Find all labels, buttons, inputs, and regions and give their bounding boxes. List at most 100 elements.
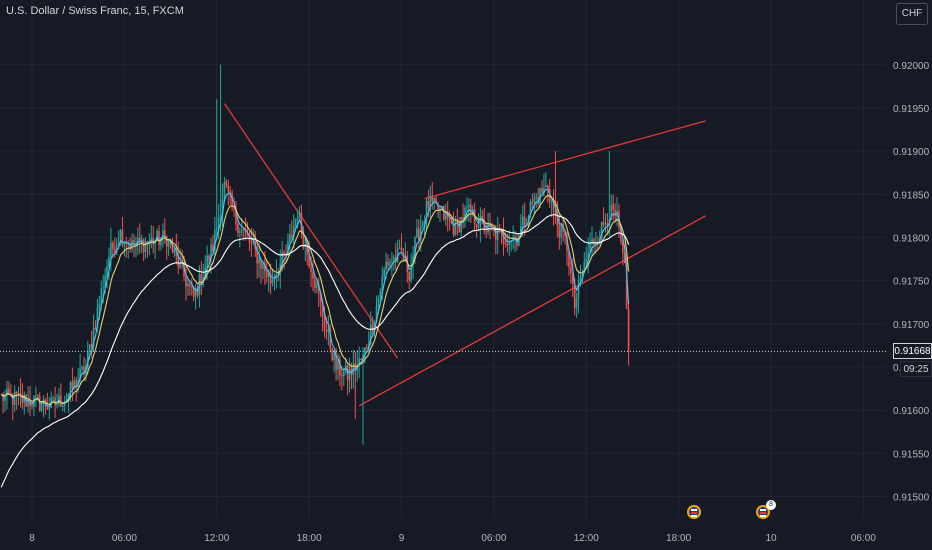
candle-body xyxy=(242,229,245,231)
candle-body xyxy=(265,271,268,278)
candle-body xyxy=(81,366,83,369)
candle-body xyxy=(246,232,249,237)
candle-body xyxy=(623,252,626,263)
time-tick-label: 06:00 xyxy=(112,533,137,544)
candle-body xyxy=(294,219,297,227)
candle-body xyxy=(331,348,334,361)
candle-body xyxy=(389,262,391,266)
candle-body xyxy=(271,279,274,284)
candle-body xyxy=(113,248,116,253)
candle-body xyxy=(394,257,397,262)
candle-body xyxy=(289,234,291,242)
candle-body xyxy=(264,263,266,272)
candle-body xyxy=(36,395,39,397)
time-tick-label: 10 xyxy=(765,533,777,544)
trendline xyxy=(358,215,706,407)
candle-body xyxy=(123,241,126,245)
candle-body xyxy=(308,254,310,267)
candle-body xyxy=(221,199,224,216)
candle-body xyxy=(550,201,553,203)
candle-body xyxy=(546,185,549,190)
candle-body xyxy=(137,237,139,245)
candle-body xyxy=(131,240,133,250)
candle-body xyxy=(521,216,524,227)
candle-body xyxy=(135,244,137,246)
candle-body xyxy=(248,236,251,244)
candle-body xyxy=(104,275,106,288)
candle-body xyxy=(262,263,264,269)
candle-body xyxy=(258,258,260,264)
candle-body xyxy=(63,401,66,406)
currency-button[interactable]: CHF xyxy=(896,3,928,25)
candle-body xyxy=(377,298,380,307)
candle-body xyxy=(571,273,574,284)
candle-body xyxy=(173,248,176,253)
candle-body xyxy=(358,358,360,365)
candle-body xyxy=(396,248,399,262)
candle-body xyxy=(325,329,328,332)
candle-body xyxy=(94,327,97,329)
candle-body xyxy=(460,217,462,233)
candle-body xyxy=(281,252,283,264)
moving-average-line xyxy=(0,194,630,406)
candle-body xyxy=(61,405,64,407)
bar-countdown: 09:25 xyxy=(900,361,932,378)
candle-body xyxy=(306,243,309,255)
candle-body xyxy=(167,239,170,247)
moving-average-line xyxy=(0,214,630,488)
time-tick-label: 06:00 xyxy=(481,533,506,544)
candle-body xyxy=(366,347,368,349)
symbol-title[interactable]: U.S. Dollar / Swiss Franc, 15, FXCM xyxy=(6,5,184,17)
candle-body xyxy=(98,303,101,308)
candle-body xyxy=(404,255,407,261)
candle-body xyxy=(300,212,303,232)
candle-body xyxy=(391,261,393,263)
candle-body xyxy=(156,230,158,241)
candle-body xyxy=(477,227,480,229)
candle-body xyxy=(110,242,112,257)
candle-body xyxy=(393,257,395,262)
candle-body xyxy=(302,231,305,247)
candle-body xyxy=(381,276,384,292)
time-axis-bg xyxy=(0,518,932,550)
us-event-flag-icon[interactable] xyxy=(687,505,701,519)
candle-body xyxy=(469,204,472,215)
candle-body xyxy=(556,214,559,226)
candle-body xyxy=(319,293,322,303)
candle-body xyxy=(79,368,81,381)
candle-body xyxy=(602,222,605,225)
candle-body xyxy=(502,232,505,243)
candle-body xyxy=(187,283,189,287)
moving-average-line xyxy=(0,188,630,408)
candle-body xyxy=(545,185,547,188)
candle-body xyxy=(227,185,230,192)
candle-body xyxy=(2,394,4,402)
candle-body xyxy=(337,359,339,370)
time-axis[interactable]: 8 06:00 12:00 18:00 9 06:00 12:00 18:00 10 06:00 xyxy=(0,518,932,550)
candle-body xyxy=(408,272,410,281)
candle-body xyxy=(504,242,507,244)
candle-body xyxy=(533,198,536,203)
candle-body xyxy=(217,217,220,228)
price-tick-label: 0.91850 xyxy=(893,190,930,201)
candle-body xyxy=(427,201,430,207)
candle-body xyxy=(379,291,382,299)
candle-body xyxy=(475,224,478,228)
candle-body xyxy=(523,216,526,227)
candle-body xyxy=(189,283,191,286)
candle-body xyxy=(373,322,376,332)
candle-body xyxy=(129,243,131,250)
candle-body xyxy=(589,242,591,253)
candle-body xyxy=(329,330,332,349)
candle-body xyxy=(146,241,149,243)
price-tick-label: 0.91500 xyxy=(893,492,930,503)
candle-body xyxy=(385,261,387,270)
price-tick-label: 0.91800 xyxy=(893,233,930,244)
candle-body xyxy=(219,215,222,218)
price-axis[interactable]: 0.92000 0.91950 0.91900 0.91850 0.91800 0.917… xyxy=(886,0,932,550)
candle-body xyxy=(577,280,580,299)
moving-averages xyxy=(0,188,630,488)
candle-body xyxy=(316,284,318,288)
candle-body xyxy=(552,201,555,211)
